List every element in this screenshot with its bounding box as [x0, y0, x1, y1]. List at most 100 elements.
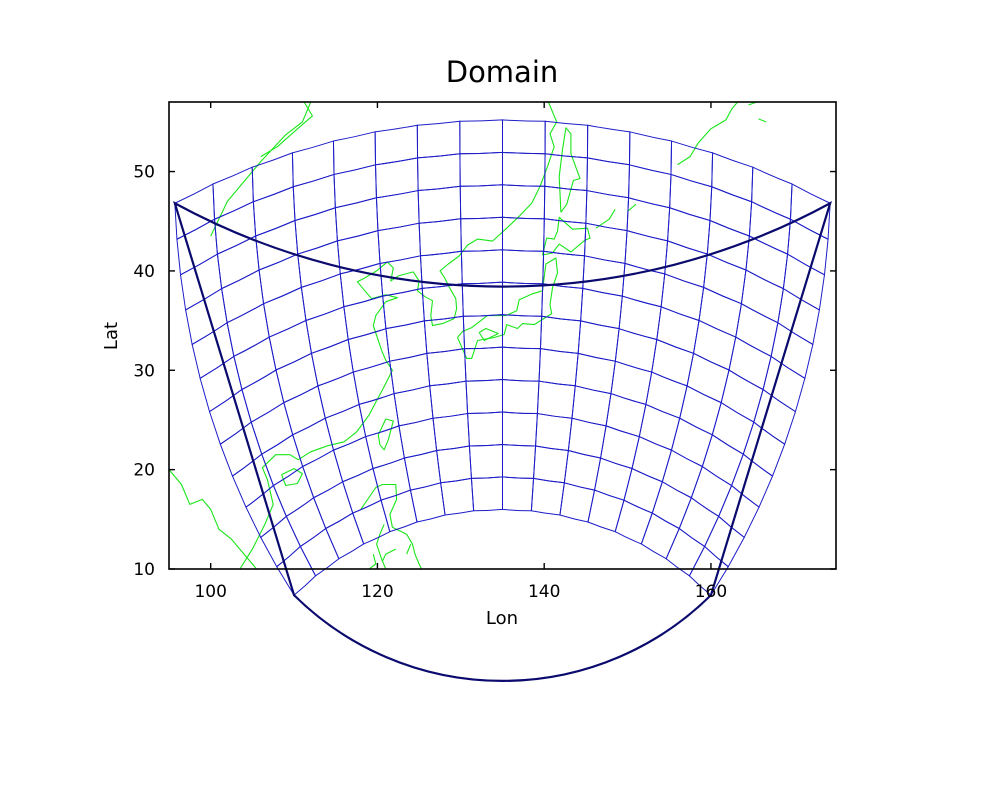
- mesh-cell: [185, 287, 228, 346]
- mesh-cell: [502, 476, 535, 512]
- mesh-cell: [631, 435, 673, 483]
- mesh-cell: [245, 484, 287, 539]
- mesh-cell: [436, 445, 472, 484]
- mesh-cell: [704, 515, 745, 568]
- mesh-cell: [623, 467, 663, 514]
- mesh-cell: [459, 184, 503, 220]
- mesh-cell: [502, 249, 545, 285]
- mesh-cell: [468, 443, 503, 479]
- y-tick-label: 20: [133, 461, 155, 481]
- mesh-cell: [614, 328, 658, 373]
- mesh-cell: [382, 287, 425, 330]
- mesh-cell: [459, 151, 503, 187]
- mesh-cell: [651, 481, 692, 530]
- mesh-cell: [718, 484, 760, 539]
- mesh-cell: [690, 465, 733, 518]
- mesh-cell: [502, 216, 545, 252]
- coastline-5: [281, 468, 303, 487]
- coastline-19: [381, 548, 397, 562]
- mesh-cell: [502, 411, 538, 447]
- mesh-cell: [502, 379, 540, 415]
- coastline-17: [376, 524, 387, 569]
- x-tick-label: 100: [194, 582, 226, 602]
- mesh-cell: [533, 445, 569, 484]
- mesh-cell: [333, 164, 377, 209]
- coastline-12: [627, 203, 637, 212]
- mesh-cell: [735, 302, 779, 358]
- frame-rect: [168, 101, 837, 570]
- mesh-cell: [440, 477, 475, 516]
- mesh-cell: [416, 120, 461, 159]
- mesh-cell: [782, 253, 826, 311]
- coastline-8: [478, 327, 499, 342]
- mesh-cell: [618, 295, 662, 341]
- mesh-cell: [465, 379, 503, 415]
- mesh-cell: [563, 449, 602, 491]
- mesh-cell: [711, 152, 754, 203]
- mesh-cell: [389, 352, 431, 395]
- mesh-cell: [593, 457, 633, 501]
- mesh-cell: [403, 449, 442, 491]
- mesh-cell: [285, 496, 327, 548]
- mesh-cell: [678, 496, 720, 548]
- mesh-cell: [651, 338, 695, 387]
- mesh-cell: [541, 283, 584, 322]
- mesh-cell: [291, 140, 335, 188]
- mesh-cell: [310, 338, 354, 387]
- coastline-6: [377, 418, 394, 451]
- mesh-cell: [393, 385, 434, 427]
- domain-boundary: [173, 200, 832, 682]
- mesh-cell: [669, 173, 713, 222]
- mesh-cell: [334, 197, 379, 242]
- coastline-3: [169, 469, 257, 569]
- coastline-10: [558, 127, 581, 213]
- mesh-cell: [539, 315, 582, 354]
- mesh-cell: [502, 346, 541, 382]
- coastline-13: [677, 102, 739, 166]
- y-axis-label: Lat: [101, 322, 122, 350]
- mesh-cell: [216, 235, 260, 290]
- mesh-cell: [226, 302, 270, 358]
- x-tick-label: 160: [695, 582, 727, 602]
- y-tick-label: 30: [133, 361, 155, 381]
- mesh-cell: [292, 173, 336, 222]
- x-tick-label: 120: [361, 582, 393, 602]
- mesh-cell: [470, 476, 503, 512]
- mesh-cell: [358, 392, 400, 438]
- plot-frame: [168, 101, 837, 570]
- coastline-9: [541, 216, 591, 256]
- mesh-cell: [543, 185, 588, 224]
- mesh-cell: [426, 348, 467, 387]
- mesh-cell: [745, 235, 789, 290]
- mesh-cell: [261, 433, 304, 487]
- domain-mesh: [173, 119, 832, 682]
- mesh-cell: [628, 164, 672, 209]
- x-tick-label: 140: [528, 582, 560, 602]
- mesh-cell: [417, 185, 462, 224]
- mesh-cell: [502, 119, 546, 155]
- mesh-cell: [530, 477, 565, 516]
- mesh-cell: [538, 348, 579, 387]
- coastline-1: [210, 102, 312, 237]
- mesh-cell: [423, 315, 466, 354]
- mesh-cell: [332, 131, 377, 176]
- mesh-cell: [789, 183, 831, 241]
- mesh-cell: [460, 249, 503, 285]
- mesh-cell: [339, 262, 384, 308]
- mesh-cell: [536, 380, 576, 419]
- mesh-cell: [467, 411, 503, 447]
- mesh-cell: [374, 124, 419, 166]
- coastline-7: [456, 257, 559, 359]
- y-tick-label: 40: [133, 262, 155, 282]
- mesh-cell: [398, 417, 438, 459]
- mesh-cell: [272, 465, 315, 518]
- mesh-cell: [586, 124, 631, 166]
- coastline-16: [360, 483, 423, 569]
- mesh-cell: [610, 360, 653, 406]
- mesh-cell: [628, 131, 673, 176]
- coastline-15: [758, 118, 767, 123]
- mesh-cell: [748, 200, 791, 255]
- mesh-cell: [661, 449, 703, 499]
- mesh-cell: [577, 320, 620, 362]
